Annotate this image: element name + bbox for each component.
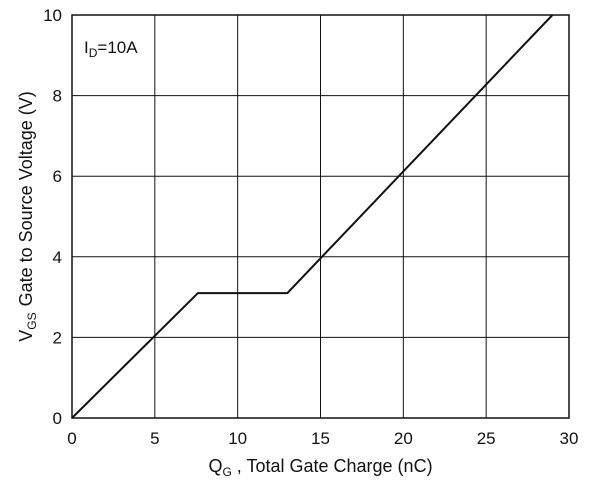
series-line-0 [71, 14, 554, 419]
annotation-symbol: I [84, 38, 89, 57]
y-tick-label: 6 [53, 167, 62, 186]
x-axis-symbol: Q [208, 456, 222, 476]
y-tick-label: 2 [53, 328, 62, 347]
x-axis-text: , Total Gate Charge (nC) [232, 456, 433, 476]
annotation-subscript: D [89, 46, 98, 60]
x-tick-label: 5 [150, 429, 159, 448]
y-tick-label: 4 [53, 248, 62, 267]
x-tick-label: 30 [560, 429, 579, 448]
x-tick-label: 25 [477, 429, 496, 448]
series-layer [71, 14, 554, 419]
drain-current-annotation: ID=10A [84, 38, 138, 60]
plot-frame [71, 14, 570, 419]
y-tick-label: 10 [43, 6, 62, 25]
y-axis-title: VGS Gate to Source Voltage (V) [16, 91, 39, 341]
x-tick-label: 10 [228, 429, 247, 448]
annotation-text: =10A [97, 38, 138, 57]
y-tick-label: 0 [53, 409, 62, 428]
x-tick-label: 0 [67, 429, 76, 448]
grid-layer [72, 15, 569, 418]
x-tick-label: 15 [311, 429, 330, 448]
x-axis-title: QG , Total Gate Charge (nC) [208, 456, 432, 479]
x-axis-subscript: G [222, 465, 231, 479]
tick-label-layer: 0 5 10 15 20 25 30 0 2 4 6 8 10 [43, 6, 578, 448]
y-axis-text: Gate to Source Voltage (V) [16, 91, 36, 306]
y-tick-label: 8 [53, 87, 62, 106]
y-axis-subscript: GS [25, 312, 39, 329]
x-tick-label: 20 [394, 429, 413, 448]
y-axis-symbol: V [16, 330, 36, 342]
